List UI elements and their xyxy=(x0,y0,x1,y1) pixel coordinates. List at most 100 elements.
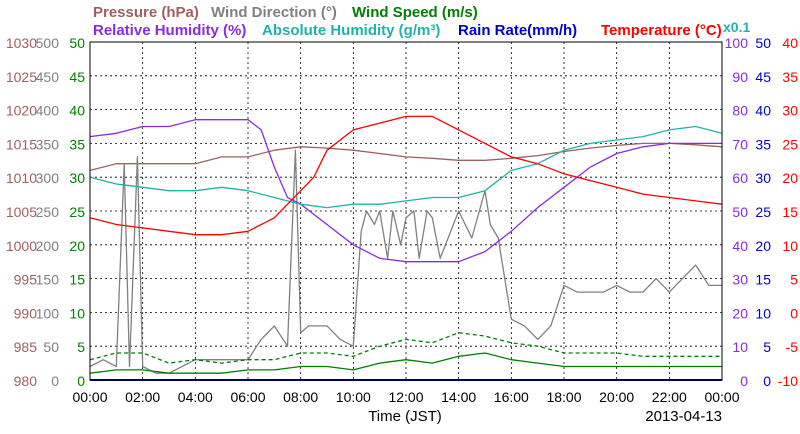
wind-speed-tick: 20 xyxy=(69,238,85,254)
legend: Pressure (hPa) Wind Direction (°) Wind Spe… xyxy=(93,4,750,39)
wind-speed-tick: 50 xyxy=(69,35,85,51)
series-pressure-hpa xyxy=(89,142,723,172)
wind-speed-tick: 0 xyxy=(77,373,85,389)
legend-entry: Rain Rate(mm/h) xyxy=(458,22,577,39)
date-label: 2013-04-13 xyxy=(645,408,722,425)
wind-speed-tick: 5 xyxy=(77,339,85,355)
wind-direction-tick: 400 xyxy=(36,103,60,119)
rain-abs-tick: 25 xyxy=(755,204,771,220)
wind-speed-tick: 15 xyxy=(69,272,85,288)
x-tick-label: 00:00 xyxy=(704,389,739,405)
pressure-tick: 1030 xyxy=(6,35,37,51)
pressure-tick: 1005 xyxy=(6,204,37,220)
x-tick-label: 08:00 xyxy=(283,389,318,405)
humidity-tick: 80 xyxy=(732,103,748,119)
pressure-tick: 985 xyxy=(14,339,38,355)
series-wind-speed-m-s xyxy=(89,352,722,374)
rain-abs-tick: 50 xyxy=(755,35,771,51)
series-wind-direction xyxy=(89,149,722,374)
wind-direction-tick: 250 xyxy=(36,204,60,220)
x-tick-label: 20:00 xyxy=(599,389,634,405)
humidity-tick: 20 xyxy=(732,305,748,321)
humidity-tick: 40 xyxy=(732,238,748,254)
series-temperature-c xyxy=(89,115,723,236)
rain-abs-tick: 10 xyxy=(755,305,771,321)
temperature-tick: 35 xyxy=(782,69,798,85)
legend-entry: Relative Humidity (%) xyxy=(93,22,246,39)
pressure-tick: 990 xyxy=(14,305,38,321)
x-tick-label: 02:00 xyxy=(125,389,160,405)
humidity-tick: 90 xyxy=(732,69,748,85)
pressure-tick: 1000 xyxy=(6,238,37,254)
pressure-tick: 980 xyxy=(14,373,38,389)
pressure-tick: 1020 xyxy=(6,103,37,119)
temperature-tick: 40 xyxy=(782,35,798,51)
pressure-tick: 1010 xyxy=(6,170,37,186)
wind-direction-tick: 350 xyxy=(36,136,60,152)
x-tick-label: 18:00 xyxy=(546,389,581,405)
x-tick-label: 06:00 xyxy=(230,389,265,405)
wind-direction-tick: 500 xyxy=(36,35,60,51)
x-tick-label: 14:00 xyxy=(441,389,476,405)
humidity-tick: 70 xyxy=(732,136,748,152)
humidity-tick: 10 xyxy=(732,339,748,355)
x-axis-ticks: 00:00 02:00 04:00 06:00 08:00 10:00 12:00 14:00… xyxy=(72,389,739,405)
humidity-tick: 0 xyxy=(740,373,748,389)
rain-scale-note: x0.1 xyxy=(723,19,750,35)
humidity-tick: 50 xyxy=(732,204,748,220)
pressure-tick: 1025 xyxy=(6,69,37,85)
plot-frame xyxy=(89,41,723,381)
x-tick-label: 04:00 xyxy=(178,389,213,405)
temperature-tick: 0 xyxy=(790,305,798,321)
x-tick-label: 10:00 xyxy=(336,389,371,405)
x-tick-label: 12:00 xyxy=(388,389,423,405)
humidity-tick: 60 xyxy=(732,170,748,186)
series-absolute-humidity-g-m xyxy=(89,125,723,209)
pressure-tick: 1015 xyxy=(6,136,37,152)
series-wind-speed-gust-m-s xyxy=(89,332,722,364)
wind-direction-tick: 0 xyxy=(51,373,59,389)
rain-abs-tick: 15 xyxy=(755,272,771,288)
temperature-tick: 20 xyxy=(782,170,798,186)
temperature-tick: 30 xyxy=(782,103,798,119)
wind-direction-tick: 100 xyxy=(36,305,60,321)
rain-abs-tick: 20 xyxy=(755,238,771,254)
axis-labels: 1030102510201015101010051000995990985980… xyxy=(6,35,798,389)
wind-speed-tick: 30 xyxy=(69,170,85,186)
x-tick-label: 22:00 xyxy=(652,389,687,405)
pressure-tick: 995 xyxy=(14,272,38,288)
wind-direction-tick: 300 xyxy=(36,170,60,186)
wind-speed-tick: 40 xyxy=(69,103,85,119)
wind-speed-tick: 45 xyxy=(69,69,85,85)
rain-abs-tick: 35 xyxy=(755,136,771,152)
wind-speed-tick: 35 xyxy=(69,136,85,152)
legend-entry: Absolute Humidity (g/m³) xyxy=(262,22,440,39)
rain-abs-tick: 45 xyxy=(755,69,771,85)
wind-direction-tick: 450 xyxy=(36,69,60,85)
x-tick-label: 00:00 xyxy=(72,389,107,405)
x-tick-label: 16:00 xyxy=(494,389,529,405)
temperature-tick: 5 xyxy=(790,272,798,288)
rain-abs-tick: 30 xyxy=(755,170,771,186)
temperature-tick: 10 xyxy=(782,238,798,254)
rain-abs-tick: 5 xyxy=(763,339,771,355)
legend-entry: Wind Speed (m/s) xyxy=(352,4,478,21)
wind-speed-tick: 10 xyxy=(69,305,85,321)
temperature-tick: 25 xyxy=(782,136,798,152)
legend-entry: Pressure (hPa) xyxy=(93,4,199,21)
rain-abs-tick: 40 xyxy=(755,103,771,119)
humidity-tick: 100 xyxy=(725,35,749,51)
x-axis-label: Time (JST) xyxy=(368,408,442,425)
temperature-tick: -5 xyxy=(786,339,799,355)
legend-entry: Wind Direction (°) xyxy=(211,4,337,21)
wind-speed-tick: 25 xyxy=(69,204,85,220)
rain-abs-tick: 0 xyxy=(763,373,771,389)
wind-direction-tick: 200 xyxy=(36,238,60,254)
wind-direction-tick: 150 xyxy=(36,272,60,288)
temperature-tick: 15 xyxy=(782,204,798,220)
legend-entry: Temperature (°C) xyxy=(601,22,722,39)
grid xyxy=(90,42,722,380)
temperature-tick: -10 xyxy=(778,373,798,389)
wind-direction-tick: 50 xyxy=(43,339,59,355)
